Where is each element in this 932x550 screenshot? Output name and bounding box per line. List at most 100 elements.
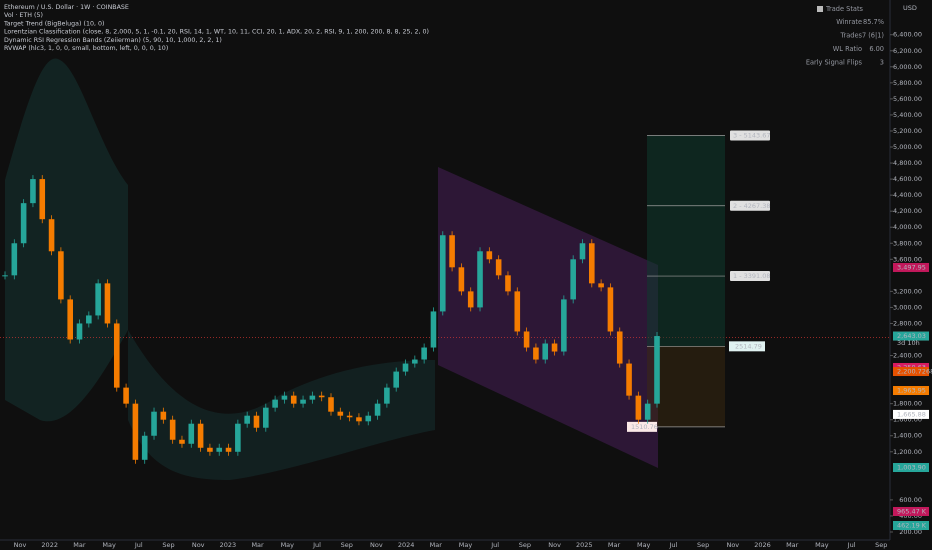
candle <box>523 331 530 348</box>
x-tick-label: Sep <box>162 541 174 549</box>
x-tick-label: Mar <box>786 541 799 549</box>
price-tag <box>893 262 929 272</box>
stat-label: Early Signal Flips <box>806 59 863 67</box>
volume-label: 965.47 K <box>897 508 927 516</box>
y-tick-label: 1,600.00 <box>893 416 922 424</box>
price-tag-label: 1,963.95 <box>897 387 926 395</box>
candle <box>309 395 316 400</box>
candle <box>39 179 46 220</box>
target-tag <box>730 271 770 282</box>
stats-panel <box>806 3 886 67</box>
candle <box>635 395 642 420</box>
y-tick-label: 3,800.00 <box>893 239 922 247</box>
x-tick-label: 2023 <box>220 541 237 549</box>
candle <box>216 447 223 452</box>
volume-label: 462.19 K <box>897 522 927 530</box>
loss-zone <box>647 346 725 427</box>
candle <box>421 347 427 360</box>
candle <box>58 251 64 300</box>
candle <box>393 371 399 388</box>
legend-line: Target Trend (BigBeluga) (10, 0) <box>3 20 104 27</box>
candle <box>458 267 465 292</box>
price-tag-label: 1,003.90 <box>897 464 926 472</box>
candle <box>374 403 381 416</box>
price-tag-label: 1,665.88 <box>897 410 926 418</box>
y-tick-label: 3,600.00 <box>893 255 922 263</box>
candle <box>11 243 18 276</box>
x-tick-label: Sep <box>875 541 887 549</box>
x-tick-label: Nov <box>192 541 205 549</box>
x-tick-label: Sep <box>519 541 531 549</box>
candle <box>495 259 502 276</box>
y-tick-label: 6,200.00 <box>893 47 922 55</box>
currency: USD <box>903 4 917 12</box>
x-tick-label: Nov <box>370 541 383 549</box>
candle <box>449 235 455 268</box>
candle <box>551 343 558 352</box>
candle <box>430 311 437 348</box>
candle <box>48 219 55 252</box>
x-tick-label: Jul <box>490 541 499 549</box>
y-tick-label: 2,400.00 <box>893 352 922 360</box>
stats-title: Trade Stats <box>825 5 864 13</box>
candle <box>570 259 576 300</box>
legend-line: Lorentzian Classification (close, 8, 2,0… <box>4 29 429 36</box>
stat-label: WL Ratio <box>833 45 862 53</box>
candle <box>20 203 27 244</box>
band <box>128 330 435 480</box>
candle <box>263 407 269 428</box>
candle <box>160 411 167 420</box>
candle <box>67 299 73 340</box>
y-tick-label: 6,400.00 <box>893 31 922 39</box>
candle <box>467 291 474 308</box>
candle <box>253 415 260 428</box>
y-tick-label: 200.00 <box>899 528 922 536</box>
candle <box>598 283 604 288</box>
candle <box>188 423 195 444</box>
x-tick-label: Sep <box>697 541 709 549</box>
candle <box>384 387 390 404</box>
x-tick-label: Jul <box>847 541 856 549</box>
candle <box>281 395 288 400</box>
entry-label: 2514.79 <box>735 342 762 350</box>
candle <box>439 235 446 312</box>
candle <box>477 251 483 308</box>
candle <box>654 336 660 404</box>
band <box>5 58 128 422</box>
candle <box>542 343 549 360</box>
stat-value: 3 <box>880 59 884 67</box>
candle <box>76 323 83 340</box>
candle <box>207 447 213 452</box>
candle <box>505 275 511 292</box>
candle <box>104 283 111 324</box>
candle <box>95 283 101 316</box>
candle <box>607 287 614 332</box>
x-tick-label: 2022 <box>41 541 58 549</box>
y-tick-label: 4,200.00 <box>893 207 922 215</box>
regression-channel <box>438 167 658 468</box>
candle <box>533 347 539 360</box>
stat-label: Trades <box>840 32 863 40</box>
y-tick-label: 2,800.00 <box>893 319 922 327</box>
volume-tag <box>893 507 929 516</box>
candle <box>514 291 521 332</box>
x-tick-label: 2026 <box>754 541 771 549</box>
stat-value: 85.7% <box>863 18 884 26</box>
stats-icon <box>817 6 823 12</box>
legend-line: RVWAP (hlc3, 1, 0, 0, small, bottom, lef… <box>4 45 168 52</box>
candle <box>86 315 92 324</box>
candle <box>179 439 185 444</box>
candle <box>2 275 8 277</box>
y-tick-label: 1,400.00 <box>893 432 922 440</box>
price-tag-label: 2,200.7268 <box>897 368 932 376</box>
profit-zone <box>647 135 725 347</box>
stop-tag <box>627 421 657 432</box>
stop-label: 1510.76 <box>631 423 658 431</box>
candle <box>589 243 595 284</box>
y-tick-label: 600.00 <box>899 496 922 504</box>
x-tick-label: Nov <box>14 541 27 549</box>
y-tick-label: 4,400.00 <box>893 191 922 199</box>
candle <box>561 299 567 352</box>
y-tick-label: 4,000.00 <box>893 223 922 231</box>
candle <box>318 395 325 398</box>
